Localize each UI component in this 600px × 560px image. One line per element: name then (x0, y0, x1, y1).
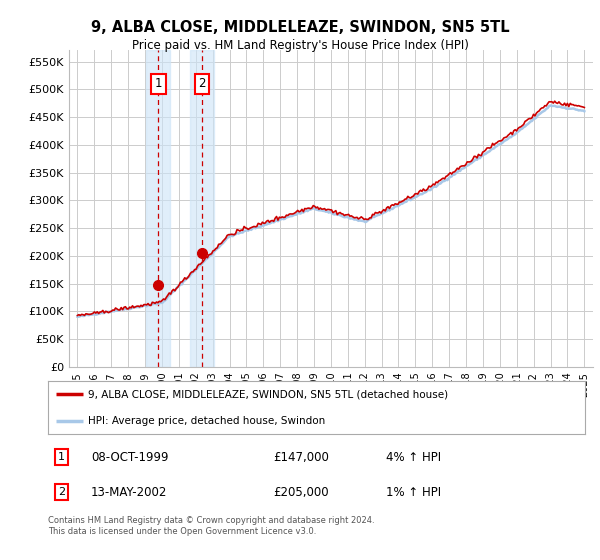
Text: 9, ALBA CLOSE, MIDDLELEAZE, SWINDON, SN5 5TL: 9, ALBA CLOSE, MIDDLELEAZE, SWINDON, SN5… (91, 20, 509, 35)
Text: HPI: Average price, detached house, Swindon: HPI: Average price, detached house, Swin… (88, 416, 326, 426)
Text: 1: 1 (58, 452, 65, 462)
Bar (190, 50, 214, 367)
Bar (146, 50, 170, 367)
Text: Price paid vs. HM Land Registry's House Price Index (HPI): Price paid vs. HM Land Registry's House … (131, 39, 469, 52)
Text: £147,000: £147,000 (274, 451, 329, 464)
Text: Contains HM Land Registry data © Crown copyright and database right 2024.
This d: Contains HM Land Registry data © Crown c… (48, 516, 374, 536)
Text: 13-MAY-2002: 13-MAY-2002 (91, 486, 167, 498)
Text: 1% ↑ HPI: 1% ↑ HPI (386, 486, 442, 498)
Text: 1: 1 (154, 77, 162, 90)
Text: 4% ↑ HPI: 4% ↑ HPI (386, 451, 442, 464)
Text: 9, ALBA CLOSE, MIDDLELEAZE, SWINDON, SN5 5TL (detached house): 9, ALBA CLOSE, MIDDLELEAZE, SWINDON, SN5… (88, 389, 448, 399)
Text: £205,000: £205,000 (274, 486, 329, 498)
Text: 08-OCT-1999: 08-OCT-1999 (91, 451, 169, 464)
Text: 2: 2 (198, 77, 206, 90)
Text: 2: 2 (58, 487, 65, 497)
